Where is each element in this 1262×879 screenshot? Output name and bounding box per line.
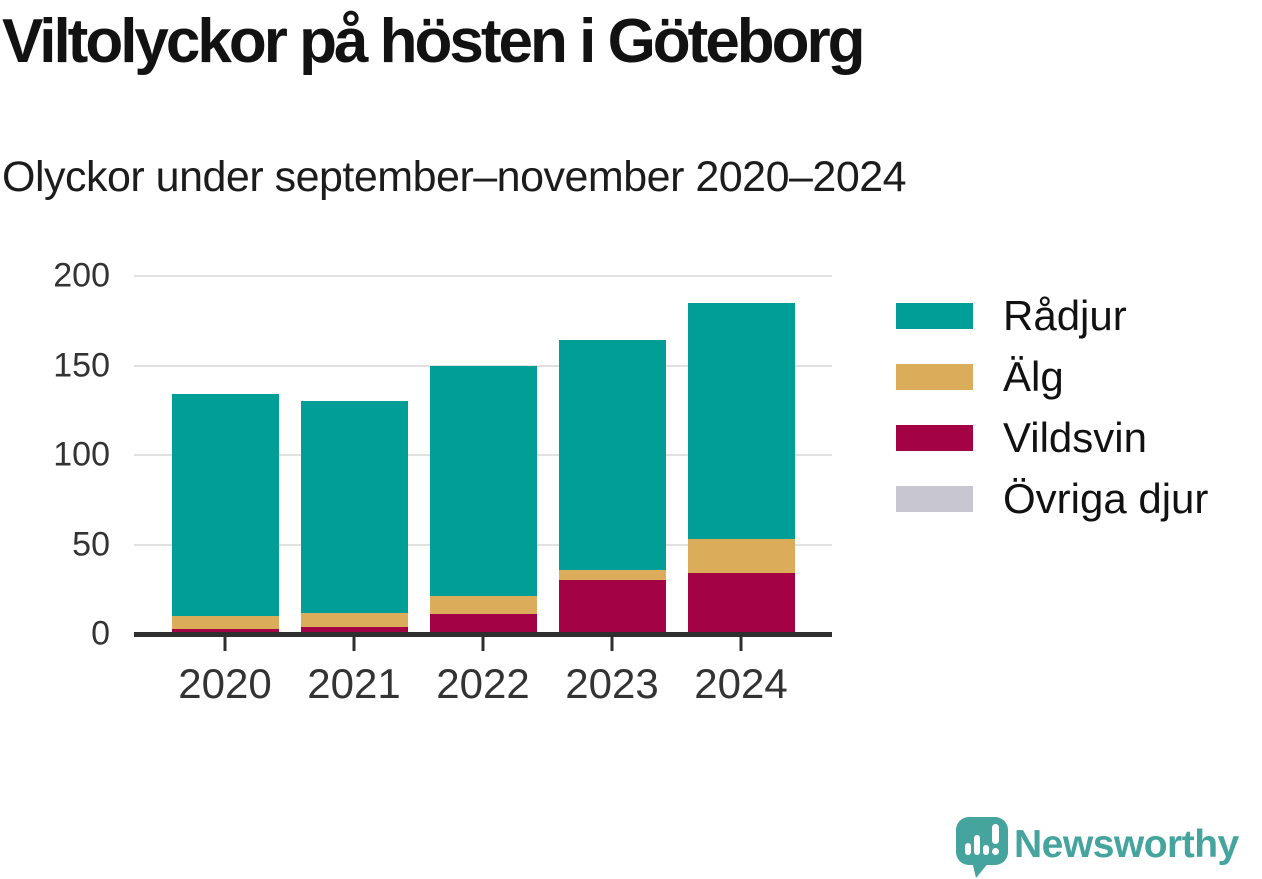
x-axis-label-2020: 2020 (178, 660, 272, 707)
x-tick-2020 (223, 637, 227, 651)
bar-2024 (687, 276, 795, 634)
bar-segment-2024-Älg (687, 539, 795, 574)
legend-label: Rådjur (1003, 291, 1127, 339)
bar-segment-2024-Rådjur (687, 302, 795, 540)
bar-2021 (300, 276, 408, 634)
y-axis-label-50: 50 (72, 525, 110, 563)
x-axis-line (134, 632, 832, 637)
bar-segment-2022-Rådjur (429, 365, 537, 597)
x-tick-2024 (739, 637, 743, 651)
chart-subtitle: Olyckor under september–november 2020–20… (2, 153, 907, 201)
legend-item-Rådjur: Rådjur (896, 285, 1208, 346)
x-axis-label-2023: 2023 (565, 660, 659, 707)
newsworthy-logo: Newsworthy (956, 817, 1256, 879)
legend-label: Övriga djur (1003, 474, 1209, 522)
legend-swatch (896, 363, 973, 390)
bar-segment-2022-Älg (429, 596, 537, 615)
gridline-200 (134, 275, 832, 277)
legend-item-Vildsvin: Vildsvin (896, 407, 1208, 468)
legend-label: Älg (1003, 352, 1064, 400)
bar-2022 (429, 276, 537, 634)
bar-segment-2020-Älg (171, 616, 279, 629)
y-axis-label-150: 150 (53, 346, 110, 384)
bar-segment-2021-Älg (300, 612, 408, 627)
x-tick-2023 (610, 637, 614, 651)
bar-segment-2023-Vildsvin (558, 580, 666, 634)
legend-swatch (896, 485, 973, 512)
x-tick-2021 (352, 637, 356, 651)
y-axis-label-100: 100 (53, 435, 110, 474)
bar-2020 (171, 276, 279, 634)
legend-label: Vildsvin (1003, 413, 1147, 461)
y-axis-label-200: 200 (53, 256, 110, 295)
bar-segment-2020-Rådjur (171, 394, 279, 617)
x-axis-label-2022: 2022 (436, 660, 530, 707)
bar-segment-2021-Vildsvin (300, 626, 408, 634)
bar-segment-2023-Rådjur (558, 340, 666, 570)
chart-title: Viltolyckor på hösten i Göteborg (2, 7, 866, 76)
bar-segment-2022-Vildsvin (429, 614, 537, 634)
bar-2023 (558, 276, 666, 634)
x-axis-label-2024: 2024 (694, 660, 788, 707)
x-axis-label-2021: 2021 (307, 660, 401, 707)
legend-item-Övriga djur: Övriga djur (896, 468, 1208, 529)
bar-segment-2023-Älg (558, 569, 666, 581)
legend-swatch (896, 302, 973, 329)
bar-segment-2020-Vildsvin (171, 628, 279, 634)
newsworthy-wordmark: Newsworthy (1014, 823, 1239, 866)
bar-chart-speech-bubble-icon (956, 817, 1008, 878)
legend: Rådjur Älg Vildsvin Övriga djur (896, 285, 1208, 529)
plot-area (134, 275, 832, 634)
legend-item-Älg: Älg (896, 346, 1208, 407)
legend-swatch (896, 424, 973, 451)
bar-segment-2021-Rådjur (300, 401, 408, 613)
x-tick-2022 (481, 637, 485, 651)
y-axis-label-0: 0 (91, 614, 110, 653)
bar-segment-2024-Vildsvin (687, 573, 795, 634)
gridline-150 (134, 364, 832, 367)
